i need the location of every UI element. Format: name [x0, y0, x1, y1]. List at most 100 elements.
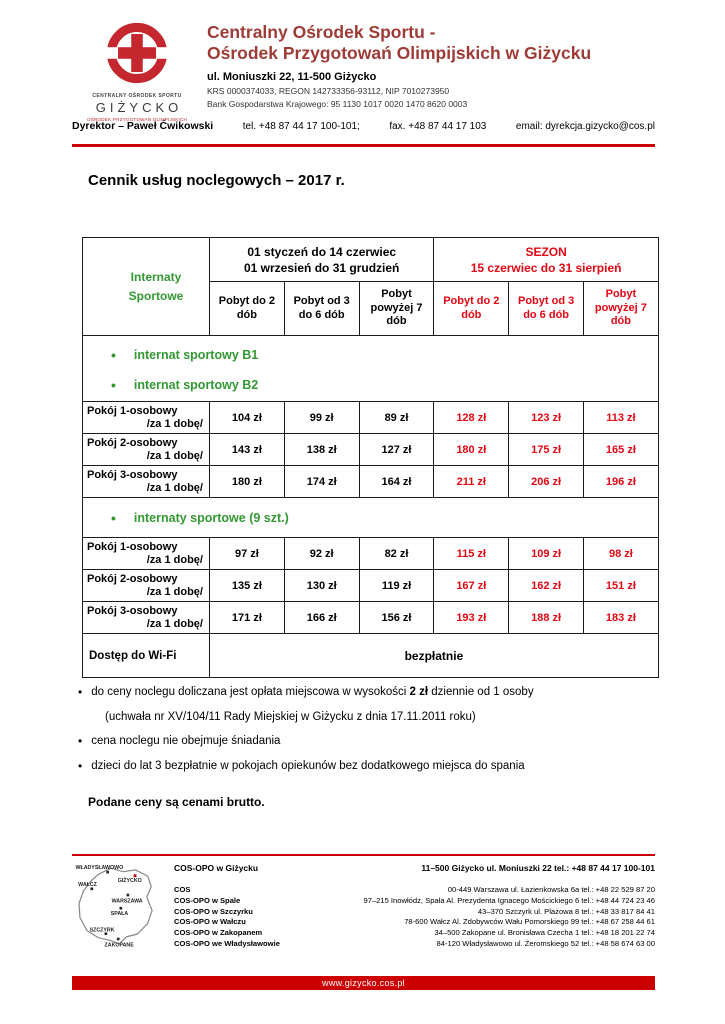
stay-header-season-3: Pobyt powyżej 7 dób: [583, 281, 659, 336]
price-cell-season: 162 zł: [508, 569, 584, 602]
bullet-icon: [78, 758, 91, 775]
season-period-line1: SEZON: [525, 244, 567, 259]
period-header-row: Internaty Sportowe 01 styczeń do 14 czer…: [82, 237, 659, 336]
price-cell: 119 zł: [358, 569, 435, 602]
svg-text:SPAŁA: SPAŁA: [111, 911, 129, 917]
standard-period-line1: 01 styczeń do 14 czerwiec: [247, 244, 397, 259]
price-cell: 92 zł: [283, 537, 360, 570]
fax-number: fax. +48 87 44 17 103: [389, 121, 487, 132]
website-link[interactable]: www.gizycko.cos.pl: [322, 978, 405, 988]
note-breakfast: cena noclegu nie obejmuje śniadania: [78, 733, 669, 750]
price-cell: 164 zł: [358, 465, 435, 498]
contact-line: Dyrektor – Paweł Ćwikowski tel. +48 87 4…: [72, 120, 655, 132]
price-cell-season: 109 zł: [508, 537, 584, 570]
room-name: Pokój 3-osobowy: [87, 604, 178, 617]
price-cell-season: 183 zł: [583, 601, 659, 634]
section-item-b2-label: internat sportowy B2: [133, 378, 259, 392]
footer-branch-row: COS 00-449 Warszawa ul. Łazienkowska 6a …: [174, 885, 655, 896]
letterhead: Centralny Ośrodek Sportu - Ośrodek Przyg…: [207, 22, 661, 109]
page-title: Cennik usług noclegowych – 2017 r.: [88, 172, 345, 189]
map-city-szczyrk: SZCZYRK: [90, 928, 115, 936]
map-city-gizycko: GIŻYCKO: [118, 874, 142, 884]
note-resolution-text: (uchwała nr XV/104/11 Rady Miejskiej w G…: [105, 711, 476, 723]
map-city-warszawa: WARSZAWA: [112, 893, 143, 904]
svg-text:WŁADYSŁAWOWO: WŁADYSŁAWOWO: [76, 865, 124, 871]
svg-text:GIŻYCKO: GIŻYCKO: [118, 877, 142, 884]
map-city-walcz: WAŁCZ: [78, 882, 98, 891]
room-label-cell: Pokój 1-osobowy /za 1 dobę/: [82, 401, 210, 434]
branch-address: 84-120 Władysławowo ul. Żeromskiego 52 t…: [436, 938, 655, 948]
price-cell: 143 zł: [209, 433, 285, 466]
room-price-row: Pokój 3-osobowy /za 1 dobę/ 171 zł 166 z…: [82, 601, 659, 634]
season-period-header: SEZON 15 czerwiec do 31 sierpień: [433, 237, 659, 282]
room-label-cell: Pokój 3-osobowy /za 1 dobę/: [82, 601, 210, 634]
map-city-spala: SPAŁA: [111, 906, 129, 917]
price-cell: 127 zł: [358, 433, 435, 466]
price-cell: 156 zł: [358, 601, 435, 634]
price-cell: 171 zł: [209, 601, 285, 634]
website-bar: www.gizycko.cos.pl: [72, 976, 655, 990]
table-title-cell: Internaty Sportowe: [82, 237, 210, 336]
footer-branch-list: COS 00-449 Warszawa ul. Łazienkowska 6a …: [174, 885, 655, 950]
price-cell-season: 115 zł: [433, 537, 510, 570]
footer-addresses: COS-OPO w Giżycku 11–500 Giżycko ul. Mon…: [174, 861, 655, 951]
org-bank-account: Bank Gospodarstwa Krajowego: 95 1130 101…: [207, 99, 468, 109]
wifi-value: bezpłatnie: [209, 633, 659, 678]
org-address: ul. Moniuszki 22, 11-500 Giżycko: [207, 71, 377, 83]
branch-address: 78-600 Wałcz Al. Zdobywców Wału Pomorski…: [404, 917, 655, 927]
price-cell-season: 167 zł: [433, 569, 510, 602]
phone-number: tel. +48 87 44 17 100-101;: [242, 121, 360, 132]
stay-header-standard-1: Pobyt do 2 dób: [209, 281, 285, 336]
footer-gizycko-row: COS-OPO w Giżycku 11–500 Giżycko ul. Mon…: [174, 863, 655, 873]
price-cell-season: 175 zł: [508, 433, 584, 466]
note-local-fee: do ceny noclegu doliczana jest opłata mi…: [78, 684, 669, 701]
branch-name: COS-OPO w Wałczu: [174, 917, 246, 927]
room-price-row: Pokój 2-osobowy /za 1 dobę/ 135 zł 130 z…: [82, 569, 659, 602]
room-rate-unit: /za 1 dobę/: [146, 417, 203, 430]
stay-header-season-2: Pobyt od 3 do 6 dób: [508, 281, 584, 336]
header-divider: [72, 144, 655, 147]
standard-period-header: 01 styczeń do 14 czerwiec 01 wrzesień do…: [208, 237, 435, 282]
room-price-row: Pokój 1-osobowy /za 1 dobę/ 97 zł 92 zł …: [82, 537, 659, 570]
room-rate-unit: /za 1 dobę/: [146, 481, 203, 494]
price-cell-season: 193 zł: [433, 601, 510, 634]
footer-gizycko-address: 11–500 Giżycko ul. Moniuszki 22 tel.: +4…: [421, 863, 655, 873]
room-rate-unit: /za 1 dobę/: [146, 585, 203, 598]
cos-logo-icon: [105, 22, 169, 84]
org-title-line2: Ośrodek Przygotowań Olimpijskich w Giżyc…: [207, 43, 592, 63]
map-city-zakopane: ZAKOPANE: [105, 937, 134, 948]
room-rate-unit: /za 1 dobę/: [146, 449, 203, 462]
standard-period-line2: 01 wrzesień do 31 grudzień: [244, 260, 400, 275]
price-cell: 97 zł: [209, 537, 285, 570]
branch-name: COS-OPO w Zakopanem: [174, 928, 263, 938]
logo-caption-name: GIŻYCKO: [95, 100, 183, 115]
stay-header-season-1: Pobyt do 2 dób: [433, 281, 510, 336]
room-name: Pokój 1-osobowy: [87, 540, 178, 553]
section-item-b1-label: internat sportowy B1: [133, 348, 259, 362]
section-item-b1: internat sportowy B1: [83, 340, 658, 370]
stay-header-standard-3: Pobyt powyżej 7 dób: [358, 281, 435, 336]
price-cell-season: 123 zł: [508, 401, 584, 434]
note-breakfast-text: cena noclegu nie obejmuje śniadania: [91, 735, 281, 747]
stay-header-standard-2: Pobyt od 3 do 6 dób: [283, 281, 360, 336]
org-title-line1: Centralny Ośrodek Sportu -: [207, 22, 436, 42]
room-name: Pokój 3-osobowy: [87, 468, 178, 481]
room-label-cell: Pokój 1-osobowy /za 1 dobę/: [82, 537, 210, 570]
email-link[interactable]: email: dyrekcja.gizycko@cos.pl: [515, 121, 655, 132]
footer-branch-row: COS-OPO w Szczyrku 43–370 Szczyrk ul. Pl…: [174, 907, 655, 918]
section-item-9szt: internaty sportowe (9 szt.): [83, 503, 658, 533]
stay-length-header-row: Pobyt do 2 dób Pobyt od 3 do 6 dób Pobyt…: [83, 281, 659, 336]
footer: WŁADYSŁAWOWO GIŻYCKO WAŁCZ WARSZAWA SPAŁ…: [72, 861, 655, 951]
logo-caption-bottom: OŚRODEK PRZYGOTOWAŃ OLIMPIJSKICH: [86, 117, 188, 122]
branch-address: 97–215 Inowłódz, Spała Al. Prezydenta Ig…: [363, 895, 655, 905]
price-cell-season: 188 zł: [508, 601, 584, 634]
logo-caption-top: CENTRALNY OŚRODEK SPORTU: [92, 93, 182, 99]
branch-address: 34–500 Zakopane ul. Bronisława Czecha 1 …: [434, 928, 655, 938]
price-cell: 174 zł: [283, 465, 360, 498]
branch-name: COS: [174, 885, 191, 894]
note-local-fee-text: do ceny noclegu doliczana jest opłata mi…: [91, 686, 534, 698]
bullet-icon: [78, 684, 91, 701]
room-label-cell: Pokój 2-osobowy /za 1 dobę/: [82, 569, 210, 602]
branch-name: COS-OPO w Szczyrku: [174, 906, 253, 916]
